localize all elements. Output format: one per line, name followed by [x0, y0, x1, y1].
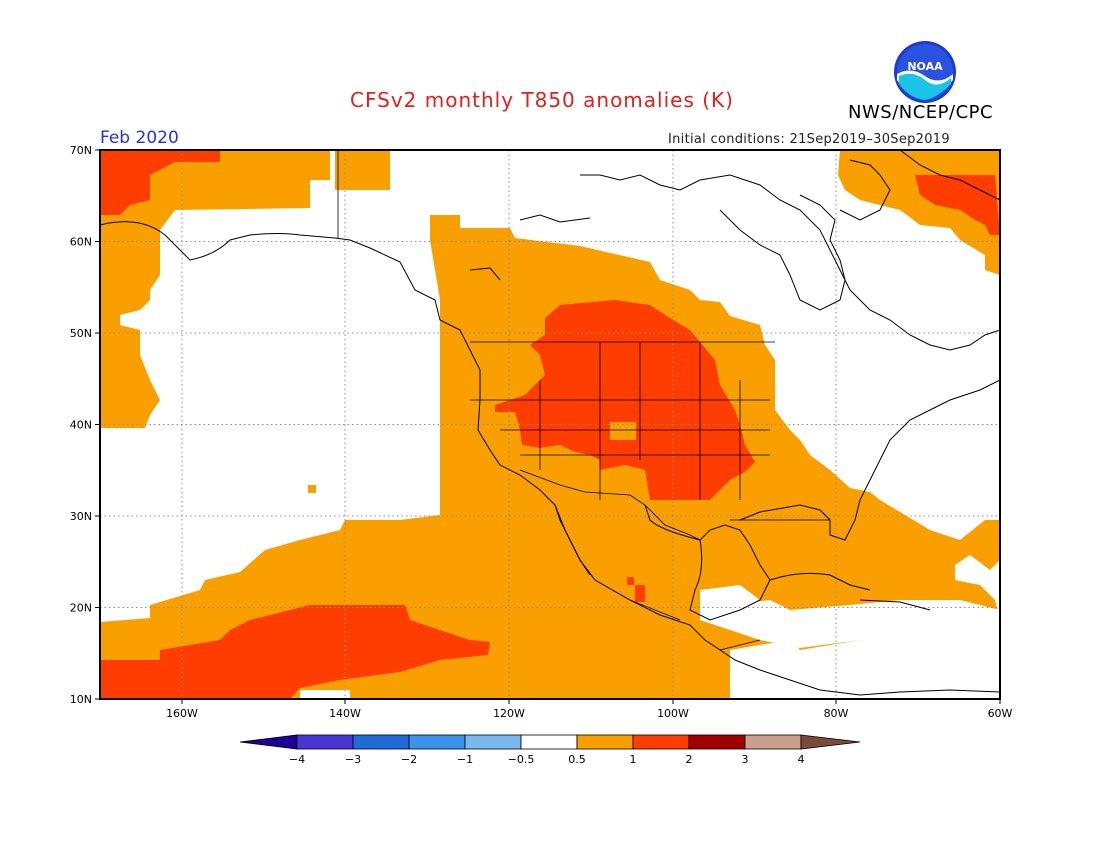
colorbar-high-arrow [800, 734, 861, 750]
noaa-logo: NOAA [894, 41, 956, 103]
lon-label: 120W [493, 707, 525, 720]
lat-label: 20N [70, 602, 92, 615]
colorbar-label: −4 [289, 753, 305, 766]
warm-region-arctic [335, 150, 390, 190]
hot-spot-mexico-2 [627, 577, 634, 585]
colorbar-label: −3 [345, 753, 361, 766]
chart-title: CFSv2 monthly T850 anomalies (K) [350, 88, 734, 112]
lon-label: 140W [329, 707, 361, 720]
colorbar-segment [688, 734, 746, 750]
lon-label: 100W [657, 707, 689, 720]
lat-label: 30N [70, 510, 92, 523]
warm-spot-pacific [308, 485, 316, 493]
hot-region-pacific-tropics [100, 605, 490, 699]
hot-region-greenland [915, 175, 1000, 235]
latitude-labels: 70N 60N 50N 40N 30N 20N 10N [70, 144, 92, 706]
colorbar-label: 1 [630, 753, 637, 766]
lat-label: 40N [70, 419, 92, 432]
colorbar: −4 −3 −2 −1 −0.5 0.5 1 2 3 4 [239, 734, 861, 766]
borders [337, 150, 830, 651]
lat-label: 70N [70, 144, 92, 157]
colorbar-segment [296, 734, 354, 750]
warm-region-northwest [100, 150, 330, 428]
colorbar-label: −0.5 [508, 753, 535, 766]
graticule [100, 150, 1000, 699]
colorbar-label: 3 [742, 753, 749, 766]
noaa-logo-text: NOAA [907, 60, 943, 73]
lat-label: 10N [70, 693, 92, 706]
hot-region-alaska [100, 150, 220, 215]
lon-label: 60W [988, 707, 1013, 720]
colorbar-label: −1 [457, 753, 473, 766]
colorbar-low-arrow [239, 734, 298, 750]
lat-label: 60N [70, 236, 92, 249]
colorbar-segment [744, 734, 802, 750]
warm-spot-central-us [610, 422, 636, 440]
colorbar-segment [632, 734, 690, 750]
agency-label: NWS/NCEP/CPC [848, 102, 994, 123]
lon-label: 160W [166, 707, 198, 720]
lat-label: 50N [70, 327, 92, 340]
hot-spot-mexico [635, 585, 645, 602]
colorbar-label: −2 [401, 753, 417, 766]
longitude-labels: 160W 140W 120W 100W 80W 60W [166, 707, 1012, 720]
colorbar-segment [352, 734, 410, 750]
colorbar-label: 4 [798, 753, 805, 766]
colorbar-segment [520, 734, 578, 750]
colorbar-label: 2 [686, 753, 693, 766]
initial-conditions-label: Initial conditions: 21Sep2019–30Sep2019 [668, 132, 950, 147]
coastlines [100, 150, 1000, 696]
colorbar-label: 0.5 [568, 753, 586, 766]
colorbar-segment [576, 734, 634, 750]
valid-month-label: Feb 2020 [100, 128, 179, 148]
lon-label: 80W [824, 707, 849, 720]
colorbar-segment [408, 734, 466, 750]
colorbar-segment [464, 734, 522, 750]
